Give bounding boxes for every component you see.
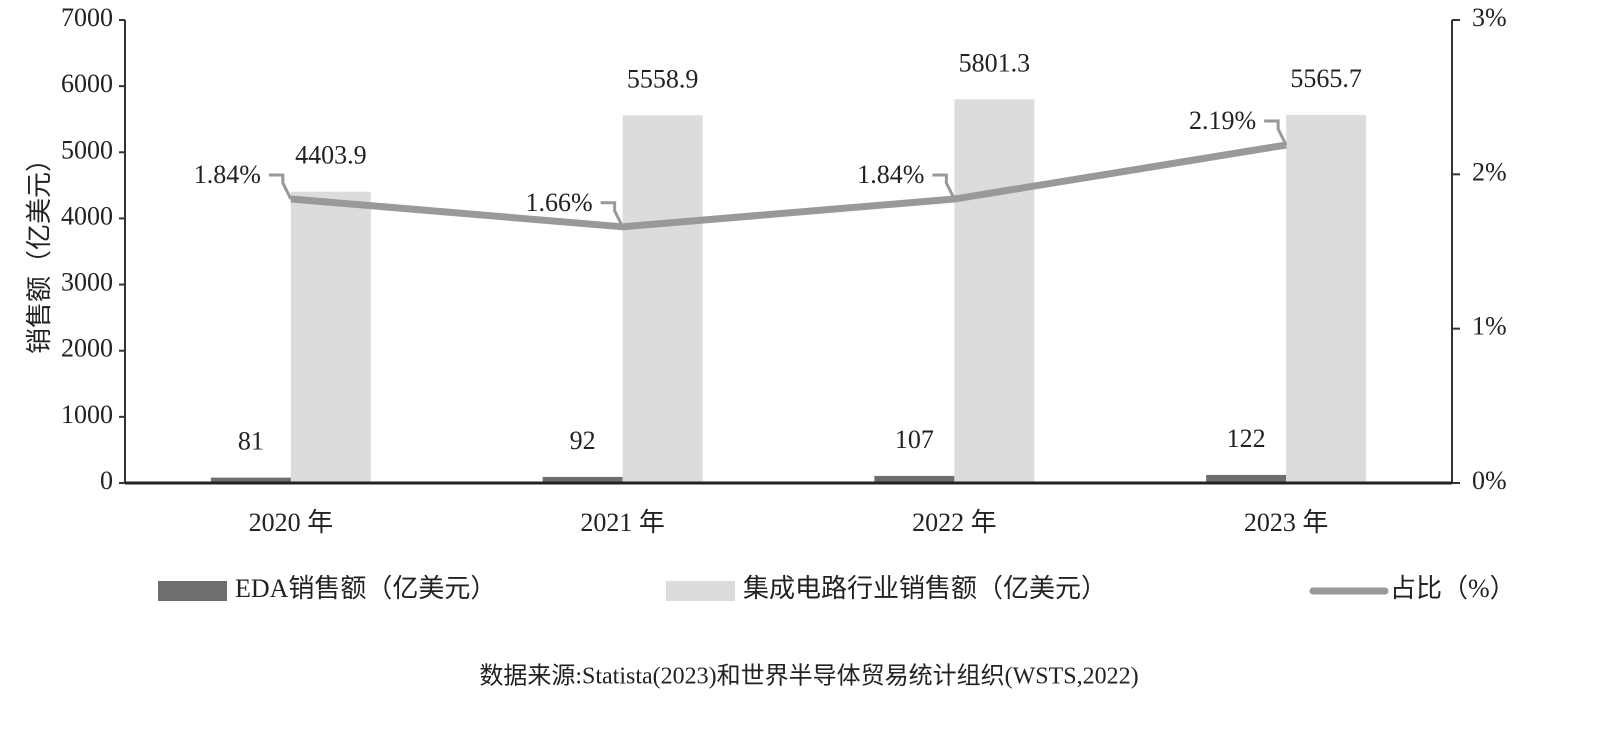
y2-tick-label: 1% [1472, 312, 1507, 341]
y-tick-label: 4000 [61, 201, 113, 230]
bar-value-label: 4403.9 [295, 141, 367, 170]
line-value-label: 1.84% [857, 160, 924, 189]
y-tick-label: 7000 [61, 3, 113, 32]
line-value-label: 1.66% [525, 188, 592, 217]
x-tick-label: 2022 年 [912, 508, 997, 537]
y-tick-label: 5000 [61, 135, 113, 164]
bar [874, 475, 955, 483]
y-tick-label: 6000 [61, 69, 113, 98]
source-note: 数据来源:Statista(2023)和世界半导体贸易统计组织(WSTS,202… [479, 663, 1138, 690]
y-tick-label: 2000 [61, 334, 113, 363]
bar-value-label: 107 [895, 425, 934, 454]
legend-swatch [666, 581, 735, 601]
legend-swatch [158, 581, 227, 601]
leader-line [932, 173, 956, 200]
y-tick-label: 1000 [61, 400, 113, 429]
bar [542, 476, 623, 483]
bar-value-label: 81 [238, 427, 264, 456]
y2-tick-label: 3% [1472, 3, 1507, 32]
line-value-label: 2.19% [1189, 106, 1256, 135]
leader-line [600, 201, 624, 228]
legend-label: 集成电路行业销售额（亿美元） [743, 574, 1107, 603]
bar [210, 477, 291, 483]
bar-value-label: 5801.3 [959, 48, 1031, 77]
bar-value-label: 5558.9 [627, 64, 699, 93]
y2-tick-label: 2% [1472, 157, 1507, 186]
y-tick-label: 3000 [61, 268, 113, 297]
bar [1206, 474, 1287, 483]
y2-tick-label: 0% [1472, 466, 1507, 495]
bar [1286, 114, 1367, 483]
legend-label: EDA销售额（亿美元） [235, 574, 496, 603]
y-tick-label: 0 [100, 466, 113, 495]
x-tick-label: 2021 年 [580, 508, 665, 537]
bar-value-label: 122 [1227, 424, 1266, 453]
bar [622, 115, 703, 483]
line-value-label: 1.84% [194, 160, 261, 189]
leader-line [1264, 119, 1288, 146]
y-axis-label: 销售额（亿美元） [25, 146, 54, 354]
bar [290, 191, 371, 483]
bar-value-label: 92 [570, 426, 596, 455]
x-tick-label: 2020 年 [249, 508, 334, 537]
x-tick-label: 2023 年 [1244, 508, 1329, 537]
line [290, 141, 1287, 231]
legend-label: 占比（%） [1390, 574, 1516, 603]
bar-value-label: 5565.7 [1290, 64, 1362, 93]
bar [954, 99, 1035, 483]
leader-line [268, 173, 293, 200]
